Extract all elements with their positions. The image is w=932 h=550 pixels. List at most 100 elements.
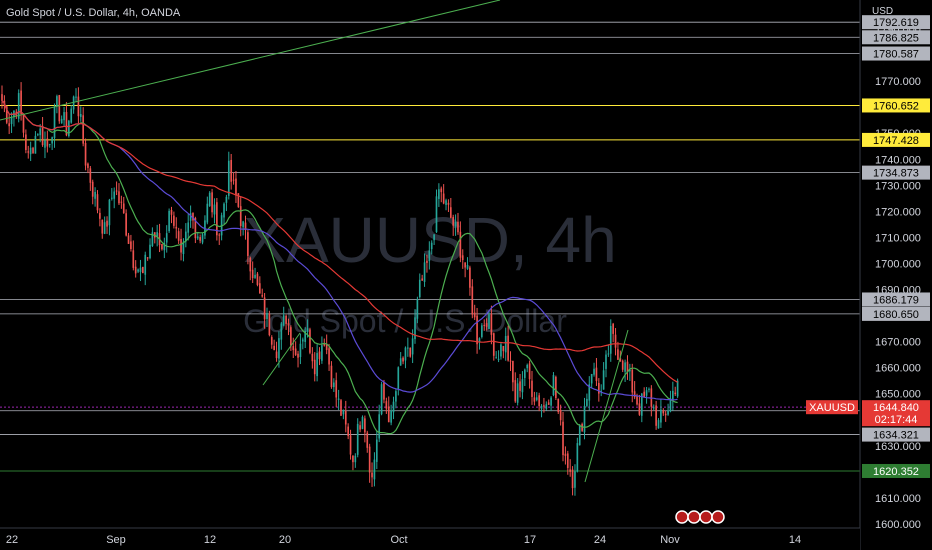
candle-body: [34, 135, 37, 154]
candle-body: [478, 338, 481, 342]
candle-body: [464, 262, 466, 268]
candle-body: [177, 231, 180, 241]
candle-body: [130, 241, 132, 250]
candle-body: [636, 396, 638, 405]
candle-body: [471, 286, 474, 315]
candle-body: [311, 353, 314, 362]
candle-body: [113, 191, 116, 199]
moving-averages: [1, 100, 678, 435]
candle-body: [395, 391, 397, 402]
y-tick-label: 1720.000: [875, 206, 921, 218]
level-label: 1786.825: [873, 32, 919, 44]
candle-body: [509, 360, 512, 362]
level-label: 1747.428: [873, 135, 919, 147]
candle-body: [110, 197, 113, 199]
candle-body: [127, 235, 130, 244]
candle-body: [600, 390, 603, 392]
candle-body: [323, 344, 326, 346]
candle-body: [187, 222, 190, 233]
candle-body: [79, 114, 82, 117]
time-axis[interactable]: [0, 528, 860, 550]
currency-label: USD: [872, 6, 893, 17]
candle-body: [605, 354, 607, 369]
event-marker[interactable]: [687, 510, 701, 524]
candle-body: [68, 120, 70, 137]
price-axis[interactable]: [860, 0, 932, 550]
candle-body: [268, 313, 271, 336]
candle-body: [108, 199, 111, 226]
candle-body: [516, 383, 519, 403]
candle-body: [239, 206, 242, 227]
candle-body: [344, 410, 347, 425]
candle-body: [72, 96, 75, 110]
candle-body: [447, 202, 450, 205]
candle-body: [531, 380, 533, 397]
trend-line-green[interactable]: [0, 0, 501, 121]
x-tick-label: 12: [204, 534, 216, 546]
candle-body: [53, 106, 56, 138]
candle-body: [258, 283, 261, 294]
candle-body: [476, 315, 478, 345]
candle-body: [609, 325, 612, 354]
candle-body: [440, 188, 443, 193]
event-marker[interactable]: [675, 510, 689, 524]
event-marker[interactable]: [711, 510, 725, 524]
candle-body: [545, 404, 548, 409]
x-tick-label: 17: [524, 534, 536, 546]
candle-body: [435, 196, 438, 233]
candle-body: [364, 418, 366, 433]
event-marker[interactable]: [699, 510, 713, 524]
candle-body: [285, 315, 287, 324]
candle-body: [194, 217, 197, 239]
y-tick-label: 1770.000: [875, 76, 921, 88]
candle-body: [106, 220, 108, 227]
candle-body: [612, 323, 614, 334]
ma-fast-line[interactable]: [1, 100, 678, 435]
candle-body: [445, 200, 447, 205]
candle-body: [368, 446, 371, 473]
candle-body: [495, 357, 498, 359]
y-tick-label: 1710.000: [875, 232, 921, 244]
candle-body: [533, 397, 536, 402]
candle-body: [676, 380, 679, 397]
candle-body: [648, 388, 650, 390]
trend-line-rise[interactable]: [584, 329, 629, 483]
candle-body: [574, 471, 576, 488]
candle-body: [564, 453, 567, 456]
candle-body: [418, 279, 421, 298]
candle-body: [392, 401, 395, 413]
candle-body: [416, 299, 419, 319]
candle-body: [44, 140, 46, 148]
event-markers[interactable]: [675, 510, 725, 524]
candle-body: [619, 358, 622, 362]
candle-body: [349, 435, 352, 455]
candle-body: [662, 410, 665, 414]
candle-body: [660, 409, 662, 423]
candle-body: [430, 242, 433, 250]
candle-body: [244, 222, 247, 231]
candle-body: [481, 325, 483, 337]
trend-line-small[interactable]: [262, 332, 301, 386]
candle-body: [261, 295, 264, 297]
candle-body: [65, 111, 68, 136]
candle-body: [165, 233, 168, 243]
candle-body: [87, 163, 89, 168]
y-tick-label: 1670.000: [875, 337, 921, 349]
ma-slow-line[interactable]: [1, 100, 678, 383]
candle-body: [75, 96, 77, 98]
candle-body: [201, 234, 204, 243]
candle-body: [593, 368, 595, 375]
candle-body: [306, 328, 309, 332]
candle-body: [10, 116, 13, 124]
candle-body: [483, 324, 486, 326]
candle-body: [409, 347, 412, 357]
candle-body: [146, 257, 149, 259]
chart-title: Gold Spot / U.S. Dollar, 4h, OANDA: [6, 7, 181, 19]
candle-body: [512, 360, 514, 383]
level-label-bg: [862, 306, 930, 321]
candle-body: [103, 222, 106, 234]
candle-body: [134, 266, 137, 274]
candle-body: [473, 312, 476, 318]
candle-body: [8, 123, 10, 127]
